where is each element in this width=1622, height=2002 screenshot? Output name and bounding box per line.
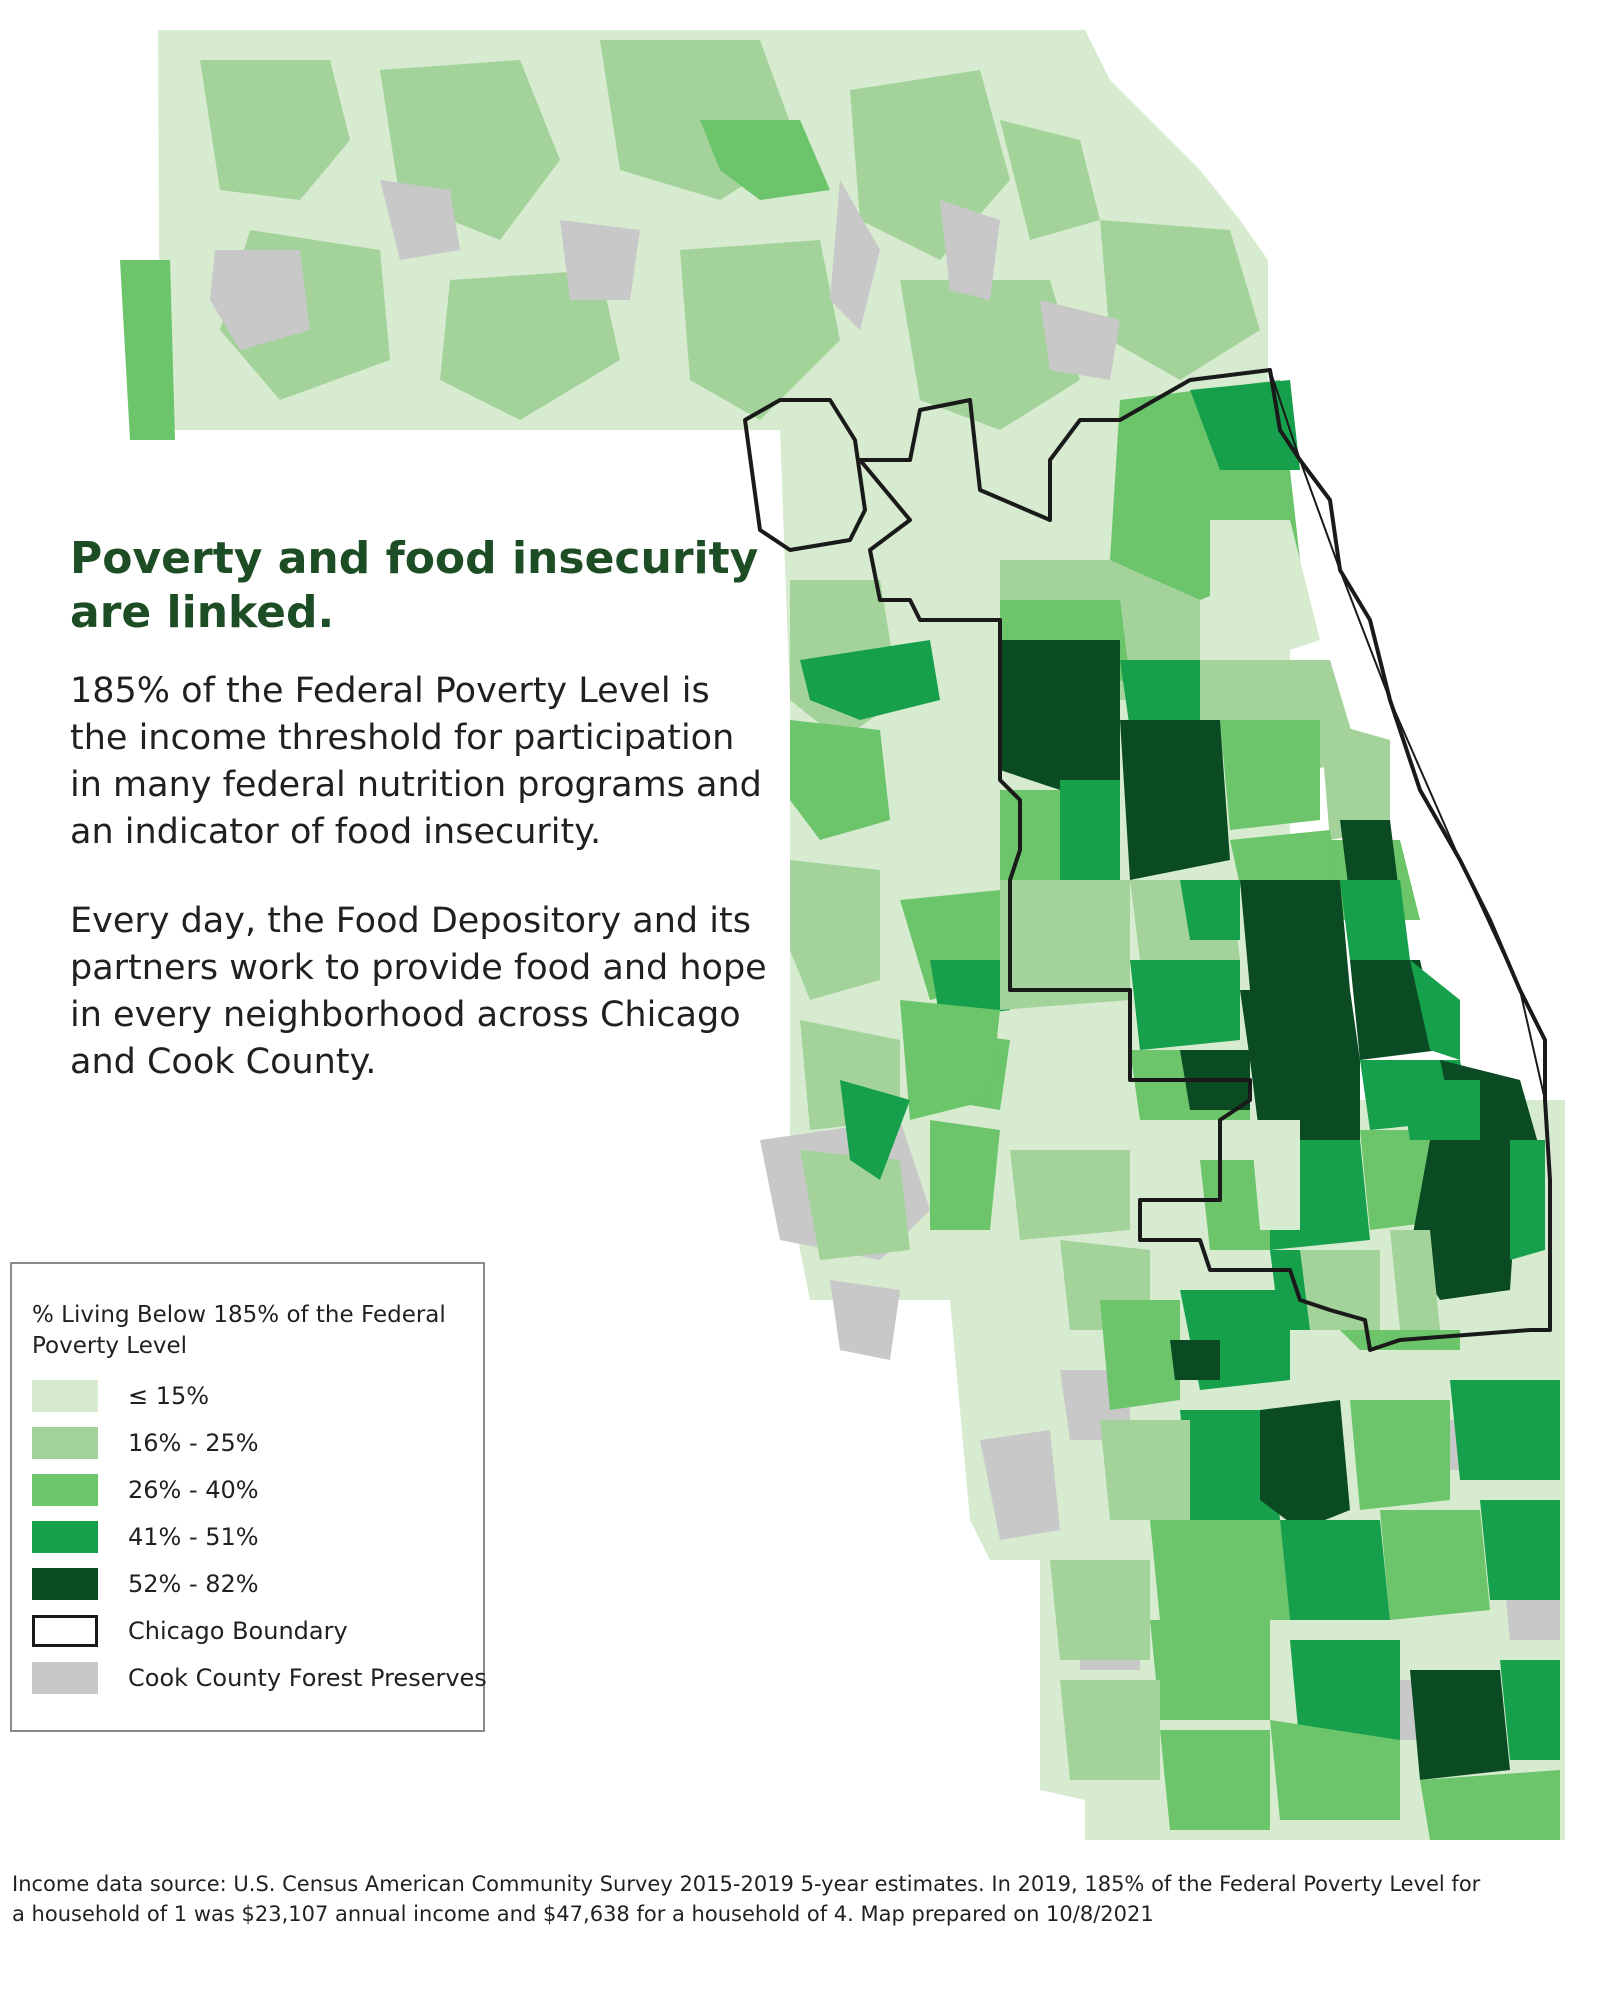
legend-label: Chicago Boundary — [128, 1617, 348, 1645]
south-suburbs — [1050, 1290, 1560, 1840]
legend-item-forest-preserves: Cook County Forest Preserves — [32, 1660, 487, 1696]
legend-item-26-40: 26% - 40% — [32, 1472, 472, 1508]
paragraph-intro: 185% of the Federal Poverty Level is the… — [70, 671, 762, 852]
legend-swatch — [32, 1380, 98, 1412]
legend-label: Cook County Forest Preserves — [128, 1664, 487, 1692]
chicago-boundary — [743, 368, 1552, 1352]
legend-swatch — [32, 1568, 98, 1600]
legend-swatch — [32, 1662, 98, 1694]
paragraph-mission: Every day, the Food Depository and its p… — [70, 901, 767, 1082]
legend-item-16-25: 16% - 25% — [32, 1425, 472, 1461]
legend-swatch — [32, 1427, 98, 1459]
legend-item-chicago-boundary: Chicago Boundary — [32, 1613, 472, 1649]
legend-label: 41% - 51% — [128, 1523, 259, 1551]
legend-label: 52% - 82% — [128, 1570, 259, 1598]
lake-michigan-shoreline — [1269, 369, 1546, 1101]
legend-item-41-51: 41% - 51% — [32, 1519, 472, 1555]
chicago-neighborhoods — [940, 380, 1545, 1350]
legend-title: % Living Below 185% of the Federal Pover… — [32, 1302, 446, 1359]
map-legend: % Living Below 185% of the Federal Pover… — [10, 1262, 487, 1732]
legend-swatch — [32, 1521, 98, 1553]
legend-swatch-outline — [32, 1615, 98, 1647]
legend-swatch — [32, 1474, 98, 1506]
legend-label: ≤ 15% — [128, 1382, 210, 1410]
legend-label: 26% - 40% — [128, 1476, 259, 1504]
legend-item-le-15: ≤ 15% — [32, 1378, 472, 1414]
legend-label: 16% - 25% — [128, 1429, 259, 1457]
headline: Poverty and food insecurity are linked. — [70, 533, 759, 638]
legend-item-52-82: 52% - 82% — [32, 1566, 472, 1602]
source-note: Income data source: U.S. Census American… — [12, 1872, 1481, 1926]
